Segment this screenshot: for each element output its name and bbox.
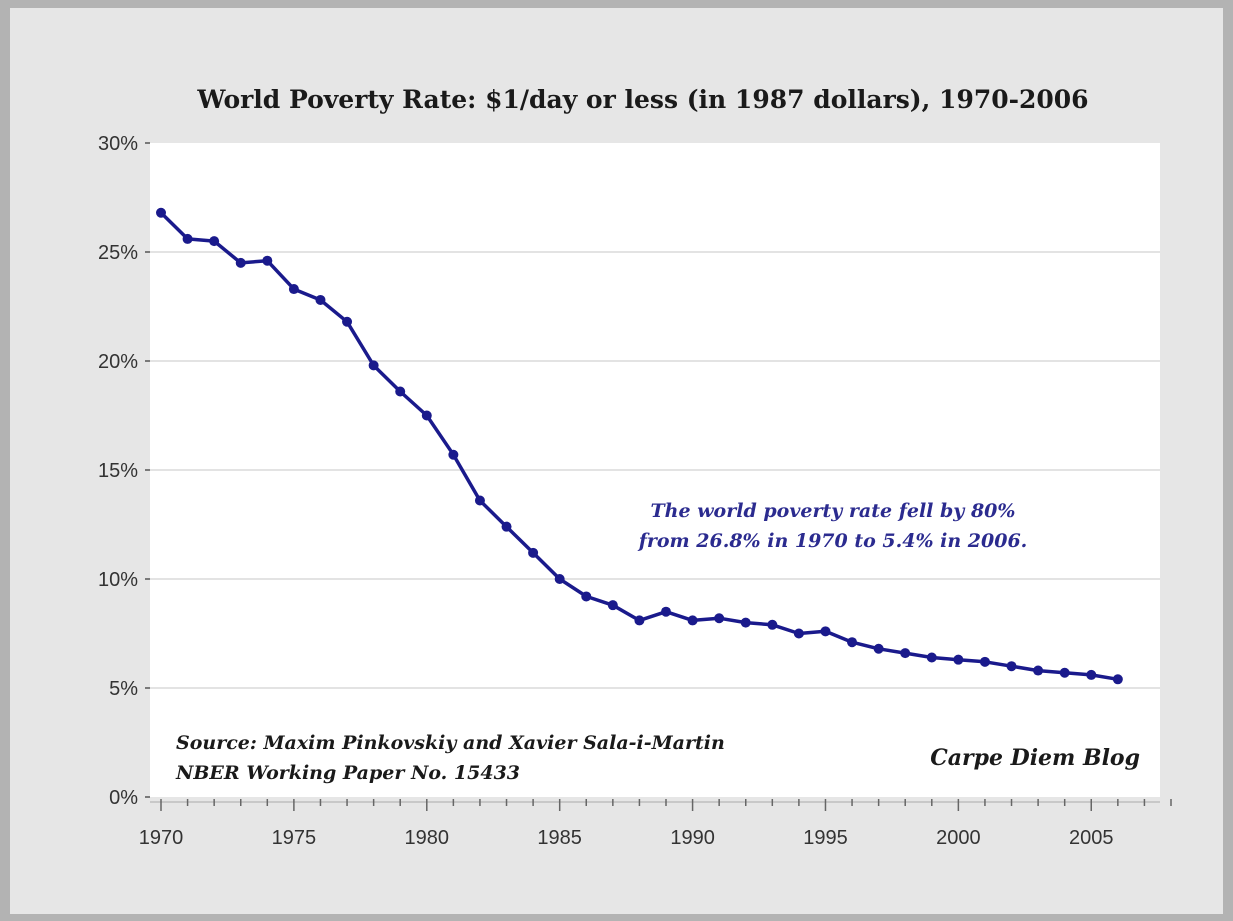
data-point <box>368 360 379 371</box>
data-point <box>342 316 353 327</box>
y-axis-ticks: 0% 5% 10% 15% 20% 25% 30% <box>98 133 150 809</box>
x-tick-label: 1985 <box>537 827 582 849</box>
gridlines <box>150 251 1160 689</box>
annotation-note-line: The world poverty rate fell by 80% <box>651 500 1016 522</box>
data-point <box>448 449 459 460</box>
data-point <box>1112 674 1123 685</box>
data-point <box>979 656 990 667</box>
x-tick-label: 1975 <box>272 827 317 849</box>
data-point <box>820 626 831 637</box>
y-tick-label: 30% <box>98 133 138 155</box>
data-point <box>767 619 778 630</box>
x-tick-label: 1970 <box>139 827 184 849</box>
chart-title: World Poverty Rate: $1/day or less (in 1… <box>196 85 1088 114</box>
annotation-credit-line: Carpe Diem Blog <box>930 745 1140 771</box>
data-point <box>528 547 539 558</box>
annotation-note-line: from 26.8% in 1970 to 5.4% in 2006. <box>637 530 1028 552</box>
data-point <box>740 617 751 628</box>
data-point <box>288 284 299 295</box>
data-point <box>1033 665 1044 676</box>
data-point <box>395 386 406 397</box>
y-tick-label: 15% <box>98 460 138 482</box>
data-point <box>581 591 592 602</box>
data-point <box>926 652 937 663</box>
data-point <box>554 574 565 584</box>
y-tick-label: 20% <box>98 351 138 373</box>
y-tick-label: 10% <box>98 569 138 591</box>
x-tick-label: 1980 <box>405 827 450 849</box>
data-point <box>421 410 432 421</box>
data-point <box>1086 669 1097 680</box>
data-point <box>501 521 512 532</box>
data-point <box>182 233 193 244</box>
annotation-source-line: Source: Maxim Pinkovskiy and Xavier Sala… <box>176 732 725 754</box>
x-tick-label: 1990 <box>670 827 715 849</box>
data-point <box>687 615 698 626</box>
y-tick-label: 5% <box>109 678 138 700</box>
data-point <box>953 654 964 665</box>
data-point <box>793 628 804 639</box>
data-point <box>607 600 618 611</box>
data-point <box>661 606 671 617</box>
x-tick-label: 2000 <box>936 827 981 849</box>
data-point <box>156 207 166 218</box>
data-point <box>474 495 485 506</box>
data-point <box>235 257 246 268</box>
data-point <box>1006 661 1017 672</box>
data-point <box>262 255 273 266</box>
y-tick-label: 25% <box>98 242 138 264</box>
annotation-source-line: NBER Working Paper No. 15433 <box>175 762 520 784</box>
data-point <box>714 613 725 624</box>
data-point <box>1059 667 1070 678</box>
x-axis-ticks: 1970 1975 1980 1985 1990 1995 2000 2005 <box>139 799 1172 849</box>
data-point <box>209 236 220 247</box>
x-tick-label: 1995 <box>803 827 848 849</box>
data-point <box>900 648 911 659</box>
x-tick-label: 2005 <box>1069 827 1114 849</box>
series-poverty-rate <box>156 207 1123 685</box>
data-point <box>847 637 858 648</box>
data-point <box>315 294 326 305</box>
y-tick-label: 0% <box>109 787 138 809</box>
annotations: The world poverty rate fell by 80% from 2… <box>175 500 1140 784</box>
data-point <box>634 615 645 626</box>
data-point <box>873 643 884 654</box>
